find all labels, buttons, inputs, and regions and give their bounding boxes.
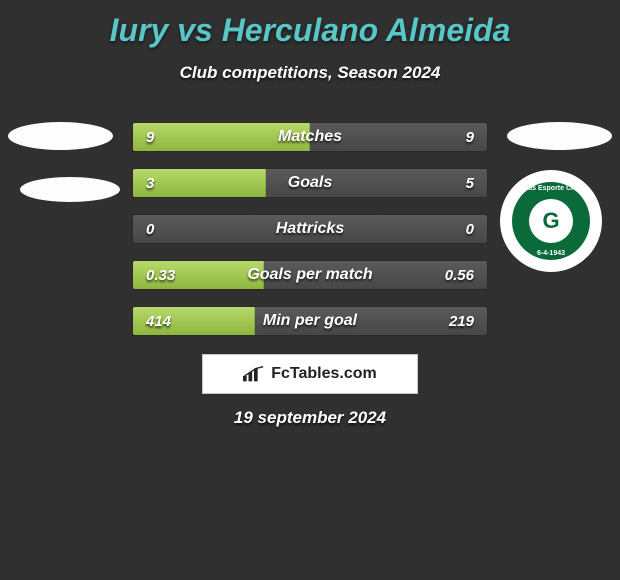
bar-fill (133, 261, 264, 289)
bar-row: 3Goals5 (132, 168, 488, 198)
snapshot-date: 19 september 2024 (0, 408, 620, 428)
player-right-placeholder (507, 122, 612, 150)
bar-track (132, 214, 488, 244)
bar-row: 414Min per goal219 (132, 306, 488, 336)
comparison-bars: 9Matches9 3Goals5 0Hattricks0 0.33Goals per… (132, 122, 488, 352)
club-badge-ring: Goiás Esporte Clube 6-4-1943 G (512, 182, 590, 260)
club-badge-ring-text: Goiás Esporte Clube 6-4-1943 (512, 182, 590, 260)
bar-chart-icon (243, 366, 265, 382)
page-subtitle: Club competitions, Season 2024 (0, 63, 620, 83)
player-left-placeholder-2 (20, 177, 120, 202)
club-name-text: Goiás Esporte Clube (512, 185, 590, 192)
club-badge: Goiás Esporte Clube 6-4-1943 G (500, 170, 602, 272)
bar-row: 0Hattricks0 (132, 214, 488, 244)
attribution-text: FcTables.com (271, 365, 377, 383)
bar-fill (133, 123, 310, 151)
bar-row: 9Matches9 (132, 122, 488, 152)
bar-fill (133, 169, 266, 197)
attribution-box: FcTables.com (202, 354, 418, 394)
player-left-placeholder-1 (8, 122, 113, 150)
page-title: Iury vs Herculano Almeida (0, 0, 620, 49)
club-founded-text: 6-4-1943 (512, 250, 590, 257)
bar-row: 0.33Goals per match0.56 (132, 260, 488, 290)
bar-fill (133, 307, 255, 335)
